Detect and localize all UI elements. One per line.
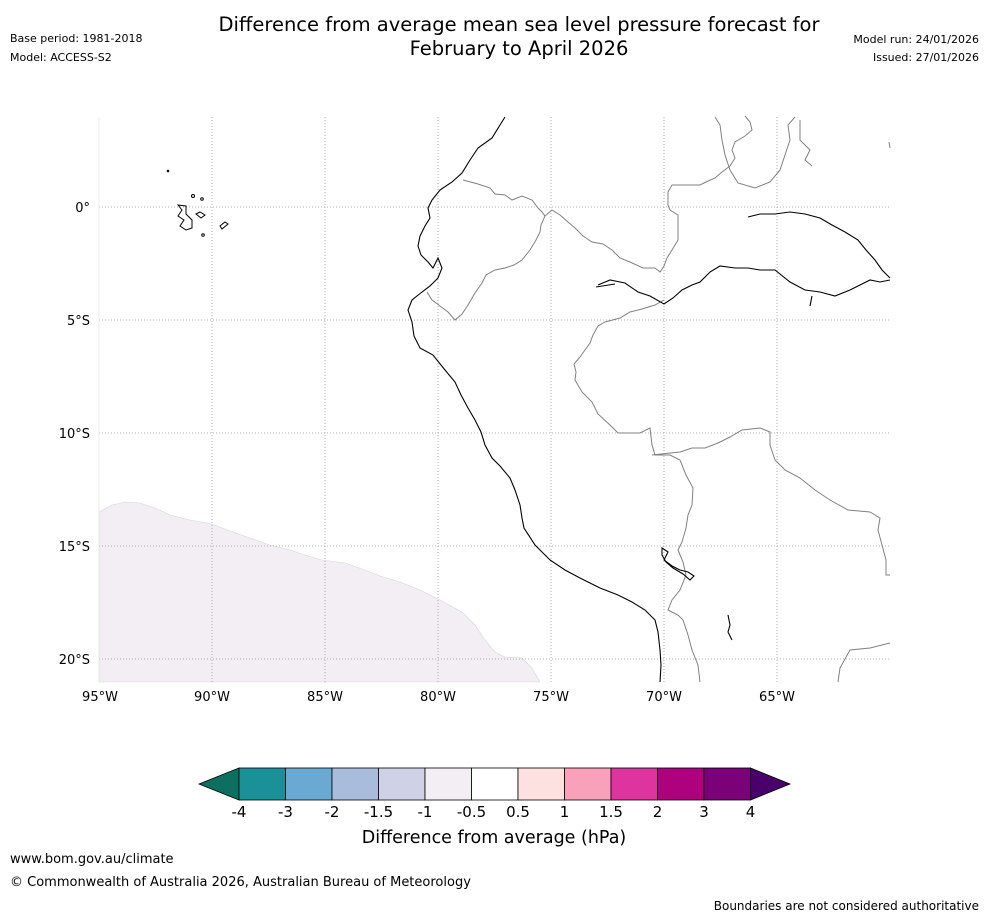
longitude-labels: 95°W 90°W 85°W 80°W 75°W 70°W 65°W xyxy=(82,690,795,705)
colorbar-extend-low xyxy=(197,767,240,801)
lat-label-0: 0° xyxy=(75,201,90,216)
lon-label-70w: 70°W xyxy=(646,690,682,705)
colorbar-bin xyxy=(331,767,379,801)
san-cristobal-island xyxy=(219,221,229,230)
graticule xyxy=(99,117,890,682)
model-run: Model run: 24/01/2026 xyxy=(853,33,979,46)
espanola-island xyxy=(201,233,205,237)
bolivia-chile-boundary xyxy=(667,549,701,683)
colorbar-label: -1 xyxy=(418,803,433,821)
country-boundaries xyxy=(426,115,891,683)
isabela-island xyxy=(176,204,193,231)
lon-label-75w: 75°W xyxy=(533,690,569,705)
footer-disclaimer: Boundaries are not considered authoritat… xyxy=(713,899,979,913)
base-period: Base period: 1981-2018 xyxy=(10,32,143,45)
model-name: Model: ACCESS-S2 xyxy=(10,51,112,64)
title-line-2: February to April 2026 xyxy=(409,37,629,60)
amazon-river-north-bank xyxy=(747,211,891,279)
pacific-coastline xyxy=(407,116,662,683)
issued-date: Issued: 27/01/2026 xyxy=(872,51,979,64)
colorbar-bin xyxy=(517,767,565,801)
colorbar-label: -0.5 xyxy=(457,803,486,821)
colorbar-bin xyxy=(564,767,612,801)
colorbar-label: -4 xyxy=(232,803,247,821)
latitude-labels: 0° 5°S 10°S 15°S 20°S xyxy=(59,201,90,668)
colorbar-label: -2 xyxy=(325,803,340,821)
colorbar-title: Difference from average (hPa) xyxy=(362,828,627,848)
brazil-paraguay-boundary xyxy=(837,642,891,683)
map-title: Difference from average mean sea level p… xyxy=(0,13,988,61)
colorbar-label: -3 xyxy=(278,803,293,821)
colorbar-extend-high xyxy=(750,767,792,801)
lake-poopo xyxy=(727,614,733,641)
colorbar-bin xyxy=(610,767,658,801)
pinta-island xyxy=(191,194,195,198)
lon-label-95w: 95°W xyxy=(82,690,118,705)
small-islet xyxy=(166,169,170,173)
amazon-river xyxy=(597,265,891,305)
east-edge-boundary xyxy=(888,141,891,149)
colorbar-label: 3 xyxy=(699,803,709,821)
river-branch-1 xyxy=(595,283,616,288)
colorbar-label: 2 xyxy=(653,803,663,821)
colorbar-label: 1 xyxy=(560,803,570,821)
lon-label-90w: 90°W xyxy=(194,690,230,705)
colorbar-bin xyxy=(285,767,333,801)
colombia-ecuador-boundary xyxy=(426,179,546,321)
footer-copyright: © Commonwealth of Australia 2026, Austra… xyxy=(10,875,471,890)
river-branch-2 xyxy=(809,295,813,307)
lat-label-5s: 5°S xyxy=(67,314,90,329)
footer-url[interactable]: www.bom.gov.au/climate xyxy=(10,852,174,867)
coastlines xyxy=(407,116,891,683)
genovesa-island xyxy=(200,197,204,201)
lat-label-15s: 15°S xyxy=(59,540,90,555)
lon-label-65w: 65°W xyxy=(759,690,795,705)
lat-label-20s: 20°S xyxy=(59,653,90,668)
santa-cruz-island xyxy=(195,211,206,219)
title-line-1: Difference from average mean sea level p… xyxy=(218,13,820,36)
colorbar-label: 4 xyxy=(746,803,756,821)
colorbar-bin xyxy=(657,767,705,801)
colorbar-bin xyxy=(703,767,751,801)
colombia-peru-boundary xyxy=(544,115,753,273)
colorbar-label: 0.5 xyxy=(506,803,530,821)
brazil-peru-boundary xyxy=(573,299,694,551)
colorbar-label: 1.5 xyxy=(599,803,623,821)
lake-titicaca xyxy=(661,546,695,581)
colorbar-bin xyxy=(471,767,519,801)
brazil-north-boundary xyxy=(714,116,813,189)
colorbar-bin xyxy=(378,767,426,801)
colorbar xyxy=(197,767,792,801)
colorbar-bin xyxy=(238,767,286,801)
galapagos-islands xyxy=(166,169,229,237)
lon-label-80w: 80°W xyxy=(420,690,456,705)
bolivia-boundary xyxy=(651,427,890,576)
colorbar-label: -1.5 xyxy=(364,803,393,821)
lat-label-10s: 10°S xyxy=(59,427,90,442)
anomaly-region xyxy=(98,501,541,683)
lon-label-85w: 85°W xyxy=(307,690,343,705)
colorbar-labels: -4 -3 -2 -1.5 -1 -0.5 0.5 1 1.5 2 3 4 xyxy=(232,803,756,821)
colorbar-bin xyxy=(424,767,472,801)
